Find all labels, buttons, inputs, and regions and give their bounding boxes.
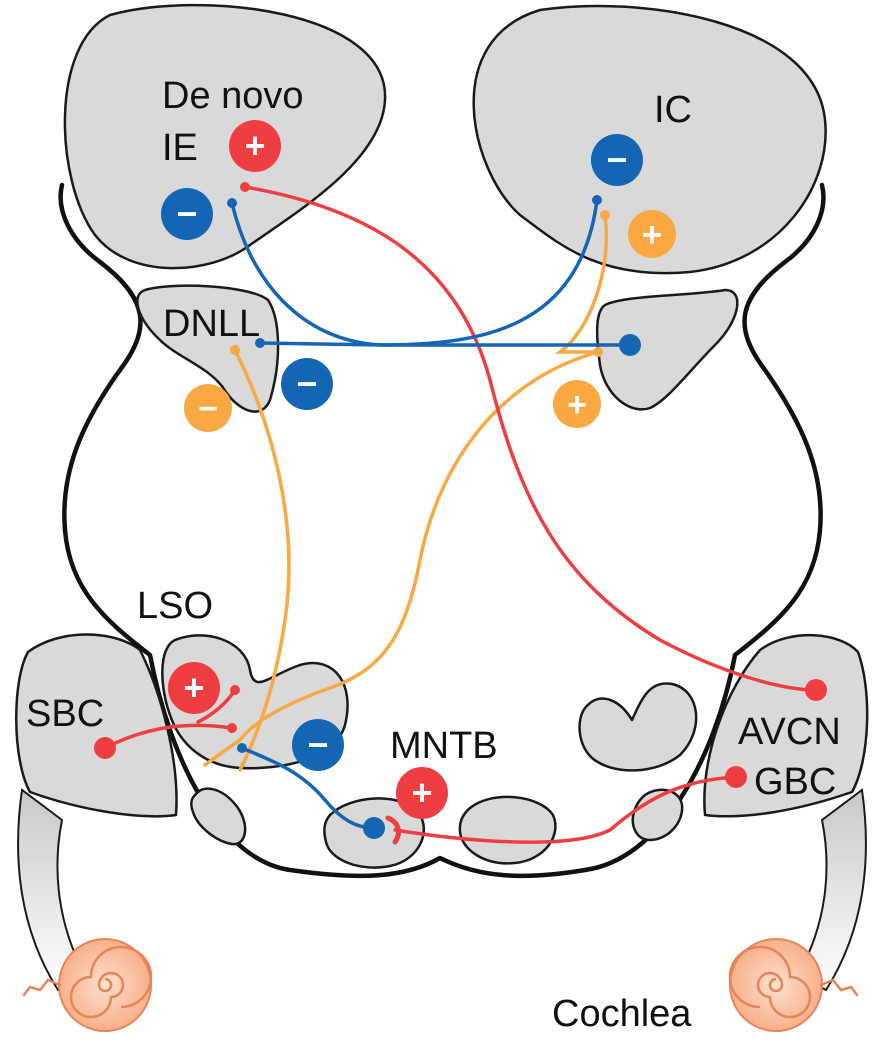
lso-red-terminal-lower — [227, 723, 237, 733]
blue-inhibitory-pathways — [230, 198, 632, 830]
left-inferior-colliculus-region — [63, 3, 387, 270]
svg-text:−: − — [176, 193, 197, 234]
left-cochlear-nucleus-region — [15, 633, 178, 818]
left-dnll-minus-badge-blue: − — [281, 358, 333, 410]
lso-label: LSO — [137, 585, 213, 627]
ic-label: IC — [654, 89, 692, 131]
dnll-label: DNLL — [163, 303, 260, 345]
left-small-nucleus — [190, 787, 247, 846]
svg-text:+: + — [642, 216, 662, 254]
avcn-label: AVCN — [738, 711, 841, 753]
right-dnll-plus-badge: + — [553, 380, 601, 428]
mntb-blue-cell — [363, 817, 385, 839]
left-ic-blue-terminal — [227, 198, 237, 208]
right-auditory-nerve — [796, 788, 867, 992]
svg-text:−: − — [606, 139, 627, 180]
right-dnll-region — [595, 288, 739, 411]
right-lso-region — [578, 682, 698, 772]
left-auditory-nerve — [17, 788, 87, 992]
lso-plus-badge: + — [168, 662, 220, 714]
right-dnll-blue-cell — [619, 334, 641, 356]
mntb-label: MNTB — [390, 725, 498, 767]
right-mntb-region — [458, 795, 557, 865]
gbc-red-cell — [725, 766, 747, 788]
right-ic-plus-badge: + — [628, 210, 676, 258]
right-cochlea — [728, 938, 859, 1032]
cochlea-label: Cochlea — [552, 993, 692, 1035]
lso-minus-badge: − — [292, 719, 344, 771]
left-ic-minus-badge: − — [161, 188, 213, 240]
left-cochlea — [22, 938, 153, 1032]
mntb-plus-badge: + — [396, 767, 448, 819]
right-ic-blue-terminal — [592, 195, 602, 205]
gbc-label: GBC — [754, 761, 836, 803]
left-dnll-blue-terminal — [255, 338, 265, 348]
ie-label: IE — [162, 127, 198, 169]
sbc-label: SBC — [26, 693, 104, 735]
right-ic-minus-badge: − — [591, 134, 643, 186]
lso-blue-terminal — [237, 743, 247, 753]
svg-text:+: + — [244, 125, 265, 166]
de-novo-label: De novo — [162, 75, 304, 117]
de-novo-plus-badge: + — [229, 120, 281, 172]
svg-text:+: + — [411, 772, 432, 813]
right-ic-orange-terminal — [600, 210, 610, 220]
sbc-red-cell — [94, 737, 116, 759]
left-dnll-orange-terminal — [230, 345, 240, 355]
right-inferior-colliculus-region — [472, 4, 827, 275]
svg-text:+: + — [183, 667, 204, 708]
svg-text:−: − — [307, 724, 328, 765]
svg-text:+: + — [567, 386, 587, 424]
left-dnll-minus-badge-orange: − — [184, 384, 232, 432]
svg-text:−: − — [198, 390, 218, 428]
right-dnll-orange-terminal — [593, 347, 603, 357]
avcn-red-cell — [805, 679, 827, 701]
left-ic-red-terminal — [240, 182, 250, 192]
lso-red-terminal-upper — [230, 685, 240, 695]
brainstem-outline — [58, 182, 826, 879]
svg-text:−: − — [296, 363, 317, 404]
